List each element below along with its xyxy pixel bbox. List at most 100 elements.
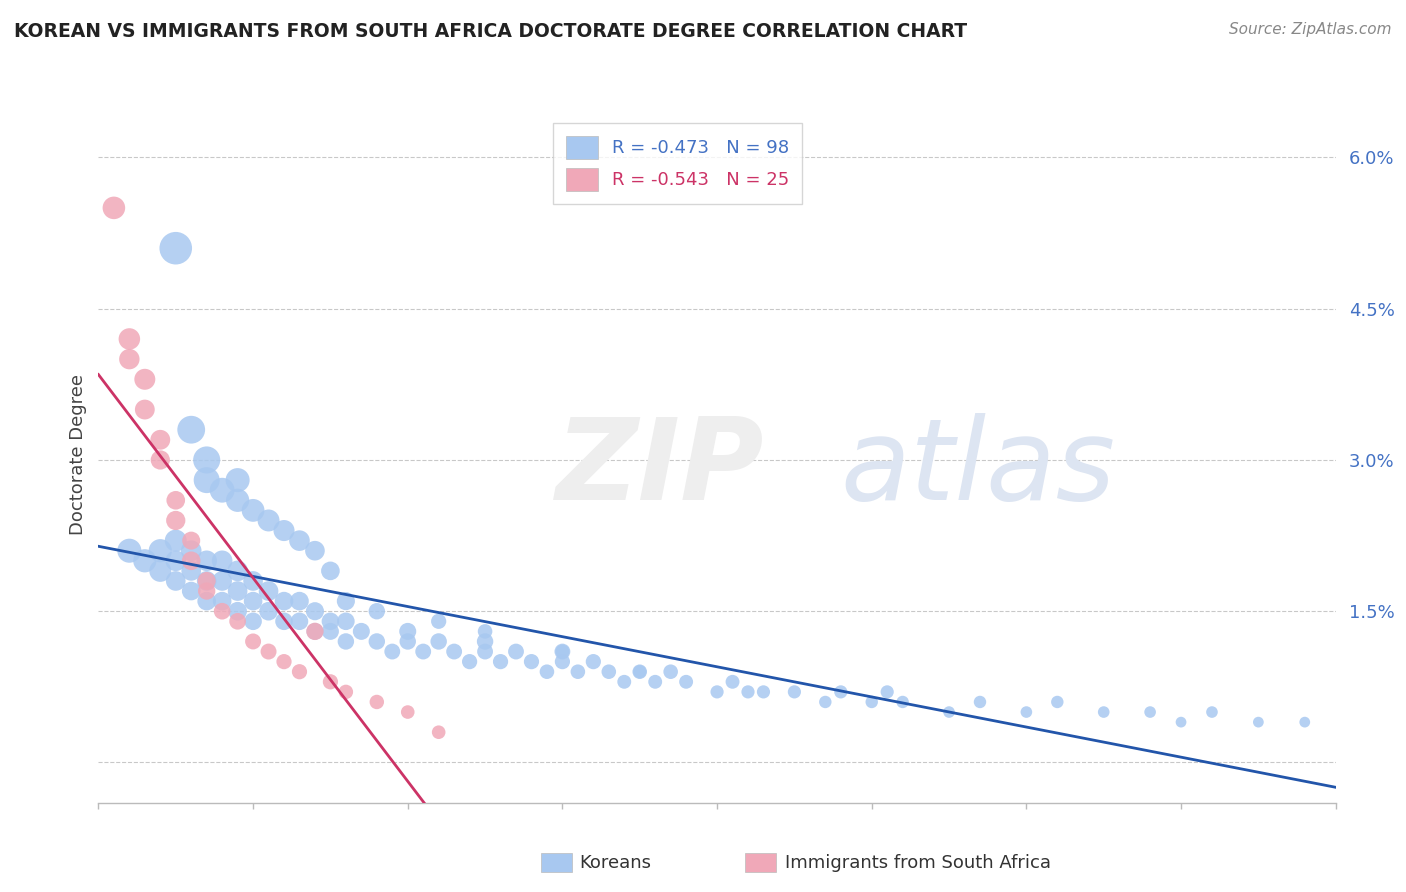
- Point: [180, 533, 202, 548]
- Point: [273, 615, 295, 629]
- Point: [335, 594, 357, 608]
- Point: [1092, 705, 1115, 719]
- Point: [273, 524, 295, 538]
- Point: [180, 564, 202, 578]
- Point: [536, 665, 558, 679]
- Point: [1015, 705, 1038, 719]
- Point: [149, 543, 172, 558]
- Point: [242, 503, 264, 517]
- Point: [443, 644, 465, 658]
- Point: [226, 564, 249, 578]
- Point: [288, 615, 311, 629]
- Point: [366, 695, 388, 709]
- Point: [304, 624, 326, 639]
- Point: [659, 665, 682, 679]
- Point: [288, 665, 311, 679]
- Point: [628, 665, 651, 679]
- Point: [103, 201, 125, 215]
- Point: [396, 624, 419, 639]
- Point: [180, 554, 202, 568]
- Point: [149, 433, 172, 447]
- Point: [830, 685, 852, 699]
- Point: [134, 554, 156, 568]
- Text: atlas: atlas: [841, 413, 1116, 524]
- Point: [165, 554, 187, 568]
- Point: [458, 655, 481, 669]
- Point: [489, 655, 512, 669]
- Point: [226, 584, 249, 599]
- Point: [783, 685, 806, 699]
- Point: [149, 564, 172, 578]
- Point: [242, 594, 264, 608]
- Point: [242, 634, 264, 648]
- Point: [706, 685, 728, 699]
- Point: [644, 674, 666, 689]
- Point: [226, 604, 249, 618]
- Point: [195, 554, 218, 568]
- Point: [134, 372, 156, 386]
- Point: [381, 644, 404, 658]
- Point: [195, 574, 218, 588]
- Point: [211, 574, 233, 588]
- Point: [118, 543, 141, 558]
- Point: [304, 604, 326, 618]
- Legend: R = -0.473   N = 98, R = -0.543   N = 25: R = -0.473 N = 98, R = -0.543 N = 25: [553, 123, 803, 203]
- Point: [520, 655, 543, 669]
- Point: [211, 594, 233, 608]
- Point: [257, 513, 280, 527]
- Point: [211, 554, 233, 568]
- Point: [195, 574, 218, 588]
- Text: KOREAN VS IMMIGRANTS FROM SOUTH AFRICA DOCTORATE DEGREE CORRELATION CHART: KOREAN VS IMMIGRANTS FROM SOUTH AFRICA D…: [14, 22, 967, 41]
- Point: [226, 615, 249, 629]
- Point: [938, 705, 960, 719]
- Point: [195, 584, 218, 599]
- Point: [675, 674, 697, 689]
- Text: Immigrants from South Africa: Immigrants from South Africa: [785, 854, 1050, 871]
- Point: [288, 533, 311, 548]
- Point: [165, 574, 187, 588]
- Point: [211, 483, 233, 498]
- Point: [1247, 715, 1270, 730]
- Point: [1046, 695, 1069, 709]
- Point: [366, 634, 388, 648]
- Point: [1201, 705, 1223, 719]
- Point: [257, 584, 280, 599]
- Point: [257, 604, 280, 618]
- Point: [149, 453, 172, 467]
- Point: [427, 634, 450, 648]
- Point: [551, 655, 574, 669]
- Point: [226, 493, 249, 508]
- Point: [721, 674, 744, 689]
- Point: [319, 564, 342, 578]
- Point: [412, 644, 434, 658]
- Point: [304, 543, 326, 558]
- Text: Koreans: Koreans: [579, 854, 651, 871]
- Point: [273, 655, 295, 669]
- Point: [242, 615, 264, 629]
- Point: [628, 665, 651, 679]
- Y-axis label: Doctorate Degree: Doctorate Degree: [69, 375, 87, 535]
- Point: [304, 624, 326, 639]
- Point: [195, 594, 218, 608]
- Point: [165, 493, 187, 508]
- Point: [288, 594, 311, 608]
- Point: [1139, 705, 1161, 719]
- Point: [335, 615, 357, 629]
- Point: [195, 473, 218, 487]
- Point: [319, 615, 342, 629]
- Point: [180, 423, 202, 437]
- Point: [165, 513, 187, 527]
- Point: [1170, 715, 1192, 730]
- Point: [242, 574, 264, 588]
- Point: [396, 705, 419, 719]
- Point: [319, 624, 342, 639]
- Point: [427, 725, 450, 739]
- Point: [551, 644, 574, 658]
- Point: [876, 685, 898, 699]
- Point: [366, 604, 388, 618]
- Point: [860, 695, 883, 709]
- Point: [118, 332, 141, 346]
- Point: [474, 634, 496, 648]
- Point: [474, 624, 496, 639]
- Point: [118, 352, 141, 367]
